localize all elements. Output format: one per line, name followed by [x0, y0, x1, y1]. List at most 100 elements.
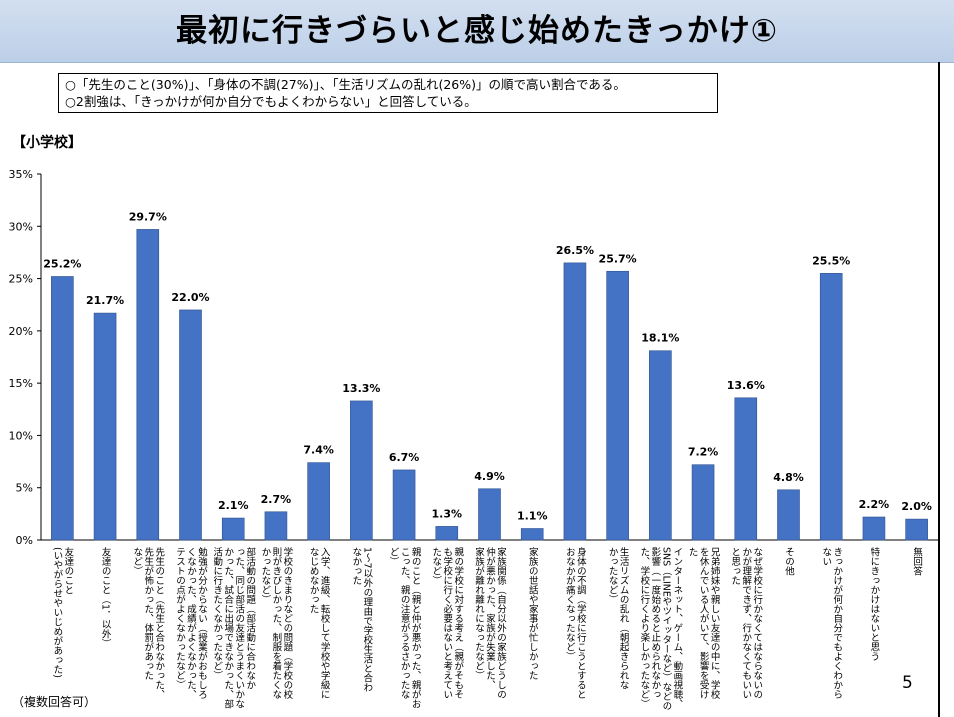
bar	[691, 464, 715, 541]
x-tick-label: 生活リズムの乱れ（朝起きられな かったなど）	[606, 547, 629, 690]
bar	[264, 511, 288, 541]
data-label: 4.9%	[474, 470, 505, 483]
data-label: 26.5%	[556, 244, 594, 257]
x-tick-label-line: こった、親の注意がうるさかったな	[398, 547, 410, 699]
x-tick-label-line: 1～7以外の理由で学校生活と合わ	[361, 547, 373, 693]
summary-line-2: ○2割強は、「きっかけが何か自分でもよくわからない」と回答している。	[65, 94, 477, 109]
x-tick-label: 家族の世話や家事が忙しかった	[527, 547, 538, 687]
x-tick-label-line: 先生が怖かった、体罰があった	[142, 547, 154, 680]
bar	[734, 397, 758, 541]
x-tick-label-line: を休んでいる人がいて、影響を受け	[697, 547, 709, 699]
data-label: 2.1%	[218, 499, 249, 512]
data-label: 2.7%	[261, 493, 292, 506]
x-tick-label-line: った、同じ部活の友達とうまくいかな	[233, 547, 245, 709]
x-tick-label-line: 親のこと（親と仲が悪かった、親がお	[409, 547, 421, 709]
data-label: 2.0%	[901, 500, 932, 513]
bar	[649, 350, 672, 541]
bar	[862, 516, 886, 541]
bar	[136, 229, 160, 541]
x-tick-label-line: かが理解できず、行かなくてもいい	[740, 547, 752, 699]
y-tick-label: 35%	[9, 168, 33, 181]
x-tick-label-line: なじめなかった	[307, 547, 319, 614]
x-tick-label-line: 勉強が分からない（授業がおもしろ	[196, 547, 207, 699]
summary-line-1: ○「先生のこと(30%)」、「身体の不調(27%)」、「生活リズムの乱れ(26%…	[65, 77, 626, 92]
x-tick-label-line: も学校に行く必要はないと考えてい	[441, 547, 453, 699]
x-tick-label-line: 生活リズムの乱れ（朝起きられな	[617, 547, 629, 690]
y-tick-label: 20%	[9, 325, 33, 338]
data-label: 25.2%	[43, 257, 81, 270]
x-tick-label-line: 身体の不調（学校に行こうとすると	[574, 547, 586, 699]
x-tick-label-line: 友達のこと（1．以外）	[99, 547, 111, 649]
x-tick-label-line: かったなど）	[259, 547, 271, 604]
x-tick-label: 身体の不調（学校に行こうとすると おなかが痛くなったなど）	[563, 547, 586, 699]
x-tick-label: 入学、進級、転校して学校や学級に なじめなかった	[307, 547, 330, 699]
bar	[520, 528, 544, 541]
x-tick-label: インターネット、ゲーム、動画視聴、 SNS（LINEやツイッターなど）などの 影響（…	[638, 547, 683, 711]
x-tick-label-line: たなど）	[430, 547, 442, 585]
bar	[606, 270, 629, 541]
x-tick-label: 友達のこと (いやがらせやいじめがあった)	[51, 547, 73, 687]
data-label: 13.6%	[727, 379, 765, 392]
x-tick-label-line: と思った	[729, 547, 741, 585]
x-tick-label-line: くなかった、成績がよくなかった、	[185, 547, 196, 699]
x-tick-label-line: なぜ学校に行かなくてはならないの	[751, 547, 763, 699]
page-title: 最初に行きづらいと感じ始めたきっかけ①	[175, 13, 778, 49]
x-tick-label-line: ない	[820, 547, 832, 566]
y-tick-label: 25%	[9, 273, 33, 286]
x-tick-label-line: 親の学校に対する考え（親がそもそ	[452, 547, 464, 699]
title-bar	[0, 0, 954, 63]
x-tick-label: 無回答	[911, 547, 922, 687]
x-tick-label-line: 家族が離れ離れになったなど）	[473, 547, 484, 680]
y-tick-label: 30%	[9, 220, 33, 233]
x-tick-label-line: テストの点がよくなかったなど）	[174, 547, 185, 690]
data-label: 21.7%	[86, 294, 124, 307]
x-tick-label-line: (いやがらせやいじめがあった)	[51, 547, 63, 678]
footnote: （複数回答可）	[12, 695, 97, 709]
x-tick-label-line: なかった	[350, 547, 362, 585]
x-tick-label-line: 影響（一度始めると止められなかっ	[649, 547, 661, 699]
x-tick-label-line: きっかけが何か自分でもよくわから	[831, 547, 843, 699]
x-tick-label: 学校のきまりなどの問題（学校の校 則がきびしかった、制服を着たくな かったなど）	[259, 547, 293, 699]
x-tick-label-line: 活動に行きたくなかったなど）	[211, 547, 223, 680]
x-tick-label-line: おなかが痛くなったなど）	[563, 547, 575, 661]
x-tick-label-line: 友達のこと	[62, 547, 74, 595]
x-tick-label-line: 学校のきまりなどの問題（学校の校	[281, 547, 293, 699]
bar	[819, 273, 843, 541]
bar	[905, 518, 928, 541]
bar	[179, 309, 202, 541]
bar	[777, 489, 800, 541]
y-tick-label: 5%	[16, 482, 33, 495]
x-tick-label: 親のこと（親と仲が悪かった、親がお こった、親の注意がうるさかったな ど）	[387, 547, 421, 709]
bar	[563, 262, 587, 541]
x-tick-label-line: ど）	[387, 547, 399, 566]
x-tick-label: 友達のこと（1．以外）	[100, 547, 111, 687]
page-number: 5	[902, 673, 913, 693]
data-label: 25.7%	[599, 252, 637, 265]
x-tick-label-line: インターネット、ゲーム、動画視聴、	[671, 547, 683, 709]
x-tick-label-line: 無回答	[911, 547, 923, 576]
bar	[307, 462, 330, 541]
x-tick-label-line: SNS（LINEやツイッターなど）などの	[660, 547, 672, 711]
data-label: 18.1%	[641, 332, 679, 345]
x-tick-label-line: かったなど）	[606, 547, 618, 604]
x-tick-label-line: 特にきっかけはないと思う	[868, 547, 880, 661]
x-tick-label: 勉強が分からない（授業がおもしろ くなかった、成績がよくなかった、 テストの点がよく…	[174, 547, 207, 699]
x-tick-label-line: 則がきびしかった、制服を着たくな	[270, 547, 282, 699]
data-label: 2.2%	[859, 498, 890, 511]
data-label: 4.8%	[773, 471, 804, 484]
x-tick-label-line: その他	[783, 547, 794, 576]
data-label: 29.7%	[129, 210, 167, 223]
bar-chart: 0% 5% 10% 15% 20% 25% 30% 35% 25.2% 21.7% 29.7% 22.…	[9, 168, 938, 547]
data-label: 1.1%	[517, 509, 548, 522]
data-label: 7.2%	[688, 446, 719, 459]
data-label: 1.3%	[432, 507, 463, 520]
x-tick-label-line: 先生のこと（先生と合わなかった、	[153, 547, 165, 699]
bar	[221, 517, 245, 541]
bar	[51, 276, 74, 541]
x-tick-label-line: 家族関係（自分以外の家族どうしの	[495, 547, 506, 699]
x-tick-label: 部活動の問題（部活動に合わなか った、同じ部活の友達とうまくいかな かった、試合に出…	[211, 547, 255, 709]
bar	[478, 488, 501, 541]
y-tick-label: 10%	[9, 429, 33, 442]
x-tick-label: その他	[783, 547, 794, 687]
x-tick-label-line: 仲が悪かった、家族が失業した、	[484, 547, 495, 690]
